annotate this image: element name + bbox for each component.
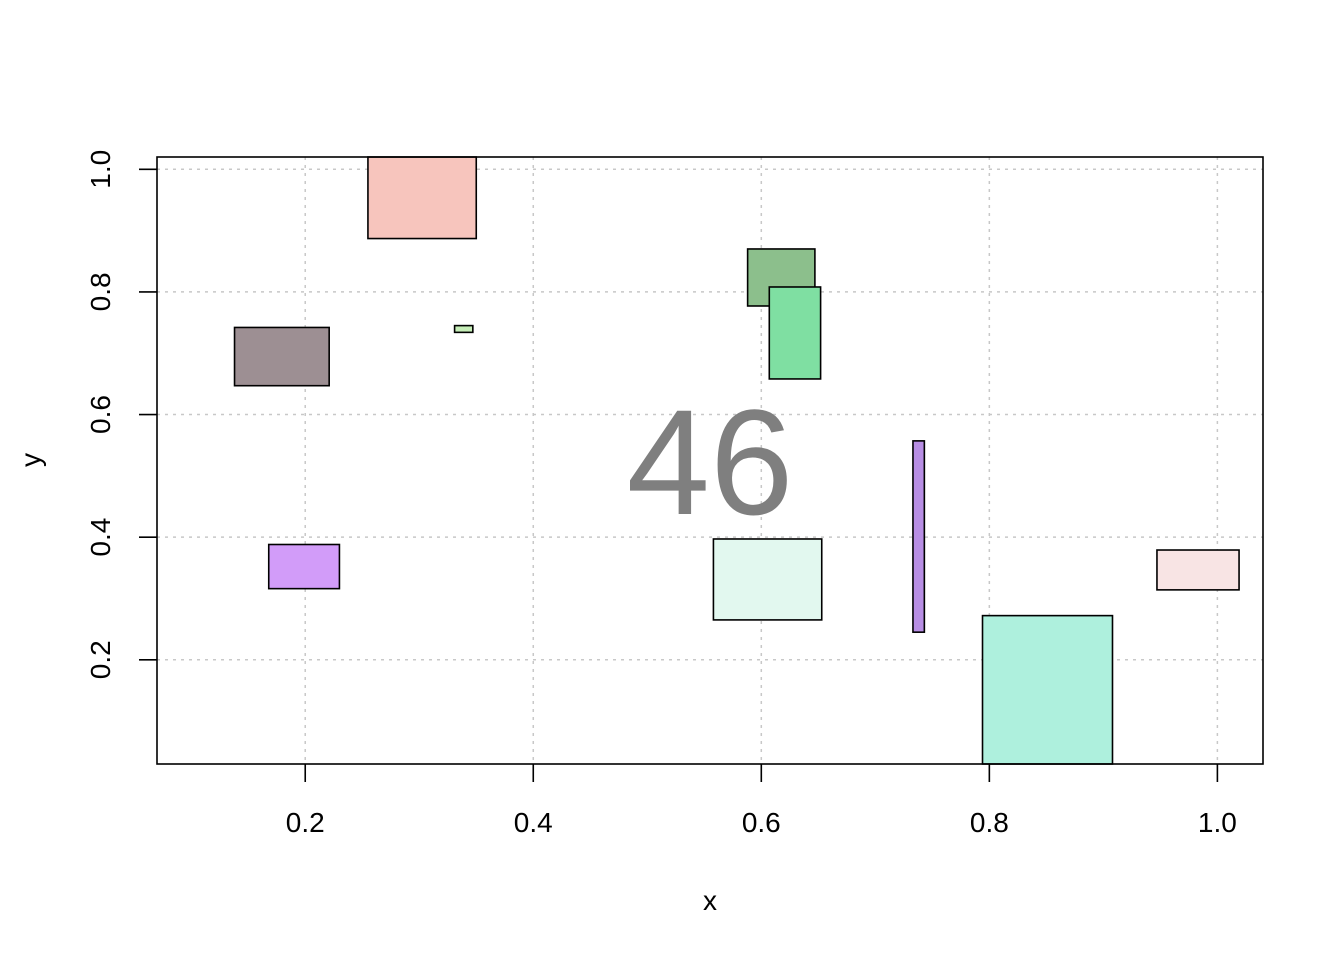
y-tick-label: 1.0 xyxy=(85,150,116,189)
y-axis-label: y xyxy=(15,453,46,467)
x-tick-label: 0.2 xyxy=(286,807,325,838)
y-tick-label: 0.6 xyxy=(85,395,116,434)
rect-mark-9 xyxy=(1156,549,1240,591)
rect-mark-6 xyxy=(267,543,341,590)
x-axis-label: x xyxy=(703,885,717,916)
x-tick-label: 1.0 xyxy=(1198,807,1237,838)
y-tick-label: 0.2 xyxy=(85,640,116,679)
plot-frame xyxy=(156,156,1264,765)
rect-mark-7 xyxy=(712,538,823,621)
axes: 0.2 0.4 0.6 0.8 1.0 0.2 0.4 0.6 0.8 1.0 xyxy=(85,150,1237,838)
rect-series xyxy=(233,156,1240,765)
rect-mark-4 xyxy=(233,326,330,387)
x-tick-label: 0.4 xyxy=(514,807,553,838)
center-annotation: 46 xyxy=(627,378,794,546)
y-tick-label: 0.8 xyxy=(85,272,116,311)
x-tick-label: 0.8 xyxy=(970,807,1009,838)
rect-mark-3 xyxy=(768,286,822,380)
y-tick-label: 0.4 xyxy=(85,518,116,557)
rect-mark-5 xyxy=(453,324,474,334)
rect-mark-1 xyxy=(367,156,478,240)
x-tick-label: 0.6 xyxy=(742,807,781,838)
rect-mark-10 xyxy=(981,614,1114,765)
rect-mark-8 xyxy=(912,440,926,633)
